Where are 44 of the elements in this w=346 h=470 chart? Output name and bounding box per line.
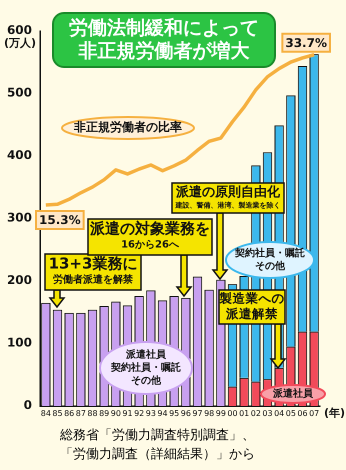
- series-label: 派遣社員契約社員・嘱託その他: [110, 348, 181, 387]
- annotation: 派遣の対象業務を16から26へ: [89, 219, 210, 251]
- x-axis-title: (年): [324, 406, 346, 420]
- y-tick-label: 100: [6, 336, 32, 350]
- x-tick-label: 89: [99, 408, 110, 418]
- x-tick-label: 98: [204, 408, 214, 418]
- x-tick-label: 01: [239, 408, 250, 418]
- y-tick-label: 500: [6, 86, 32, 100]
- series-label: 派遣社員: [272, 388, 314, 400]
- y-tick-label: 600: [6, 23, 32, 38]
- x-tick-label: 03: [262, 408, 273, 418]
- x-tick-label: 90: [110, 408, 121, 418]
- x-tick-label: 87: [76, 408, 86, 418]
- x-tick-label: 94: [157, 408, 168, 418]
- y-tick-label: 400: [6, 148, 32, 162]
- annotation: 13+3業務に労働者派遣を解禁: [48, 254, 138, 286]
- x-tick-label: 99: [216, 408, 226, 418]
- x-tick-label: 85: [52, 408, 63, 418]
- x-tick-label: 07: [309, 408, 320, 418]
- x-tick-label: 88: [87, 408, 98, 418]
- chart-title: 労働法制緩和によって非正規労働者が増大: [52, 12, 276, 68]
- x-tick-label: 02: [250, 408, 261, 418]
- data-label: 33.7%: [285, 36, 327, 50]
- data-label: 15.3%: [39, 213, 81, 228]
- x-tick-label: 95: [169, 408, 180, 418]
- x-tick-label: 86: [64, 408, 74, 418]
- x-tick-label: 00: [227, 408, 238, 418]
- x-tick-label: 97: [192, 408, 203, 418]
- x-tick-label: 96: [180, 408, 191, 418]
- y-axis-title: (万人): [4, 36, 36, 50]
- x-tick-label: 93: [146, 408, 156, 418]
- y-tick-label: 200: [6, 273, 32, 288]
- y-tick-label: 0: [24, 398, 32, 412]
- text: 総務省「労働力調査特別調査」、「労働力調査（詳細結果）」から: [60, 427, 256, 464]
- x-tick-label: 04: [274, 408, 284, 418]
- x-tick-label: 05: [286, 408, 296, 418]
- series-label: 非正規労働者の比率: [73, 120, 182, 134]
- annotation: 製造業への派遣解禁: [218, 290, 284, 321]
- x-tick-label: 06: [297, 408, 308, 418]
- y-tick-label: 300: [6, 210, 32, 225]
- x-tick-label: 84: [40, 408, 51, 418]
- x-tick-label: 92: [134, 408, 144, 418]
- series-label: 契約社員・嘱託その他: [234, 247, 305, 272]
- x-tick-label: 91: [122, 408, 133, 418]
